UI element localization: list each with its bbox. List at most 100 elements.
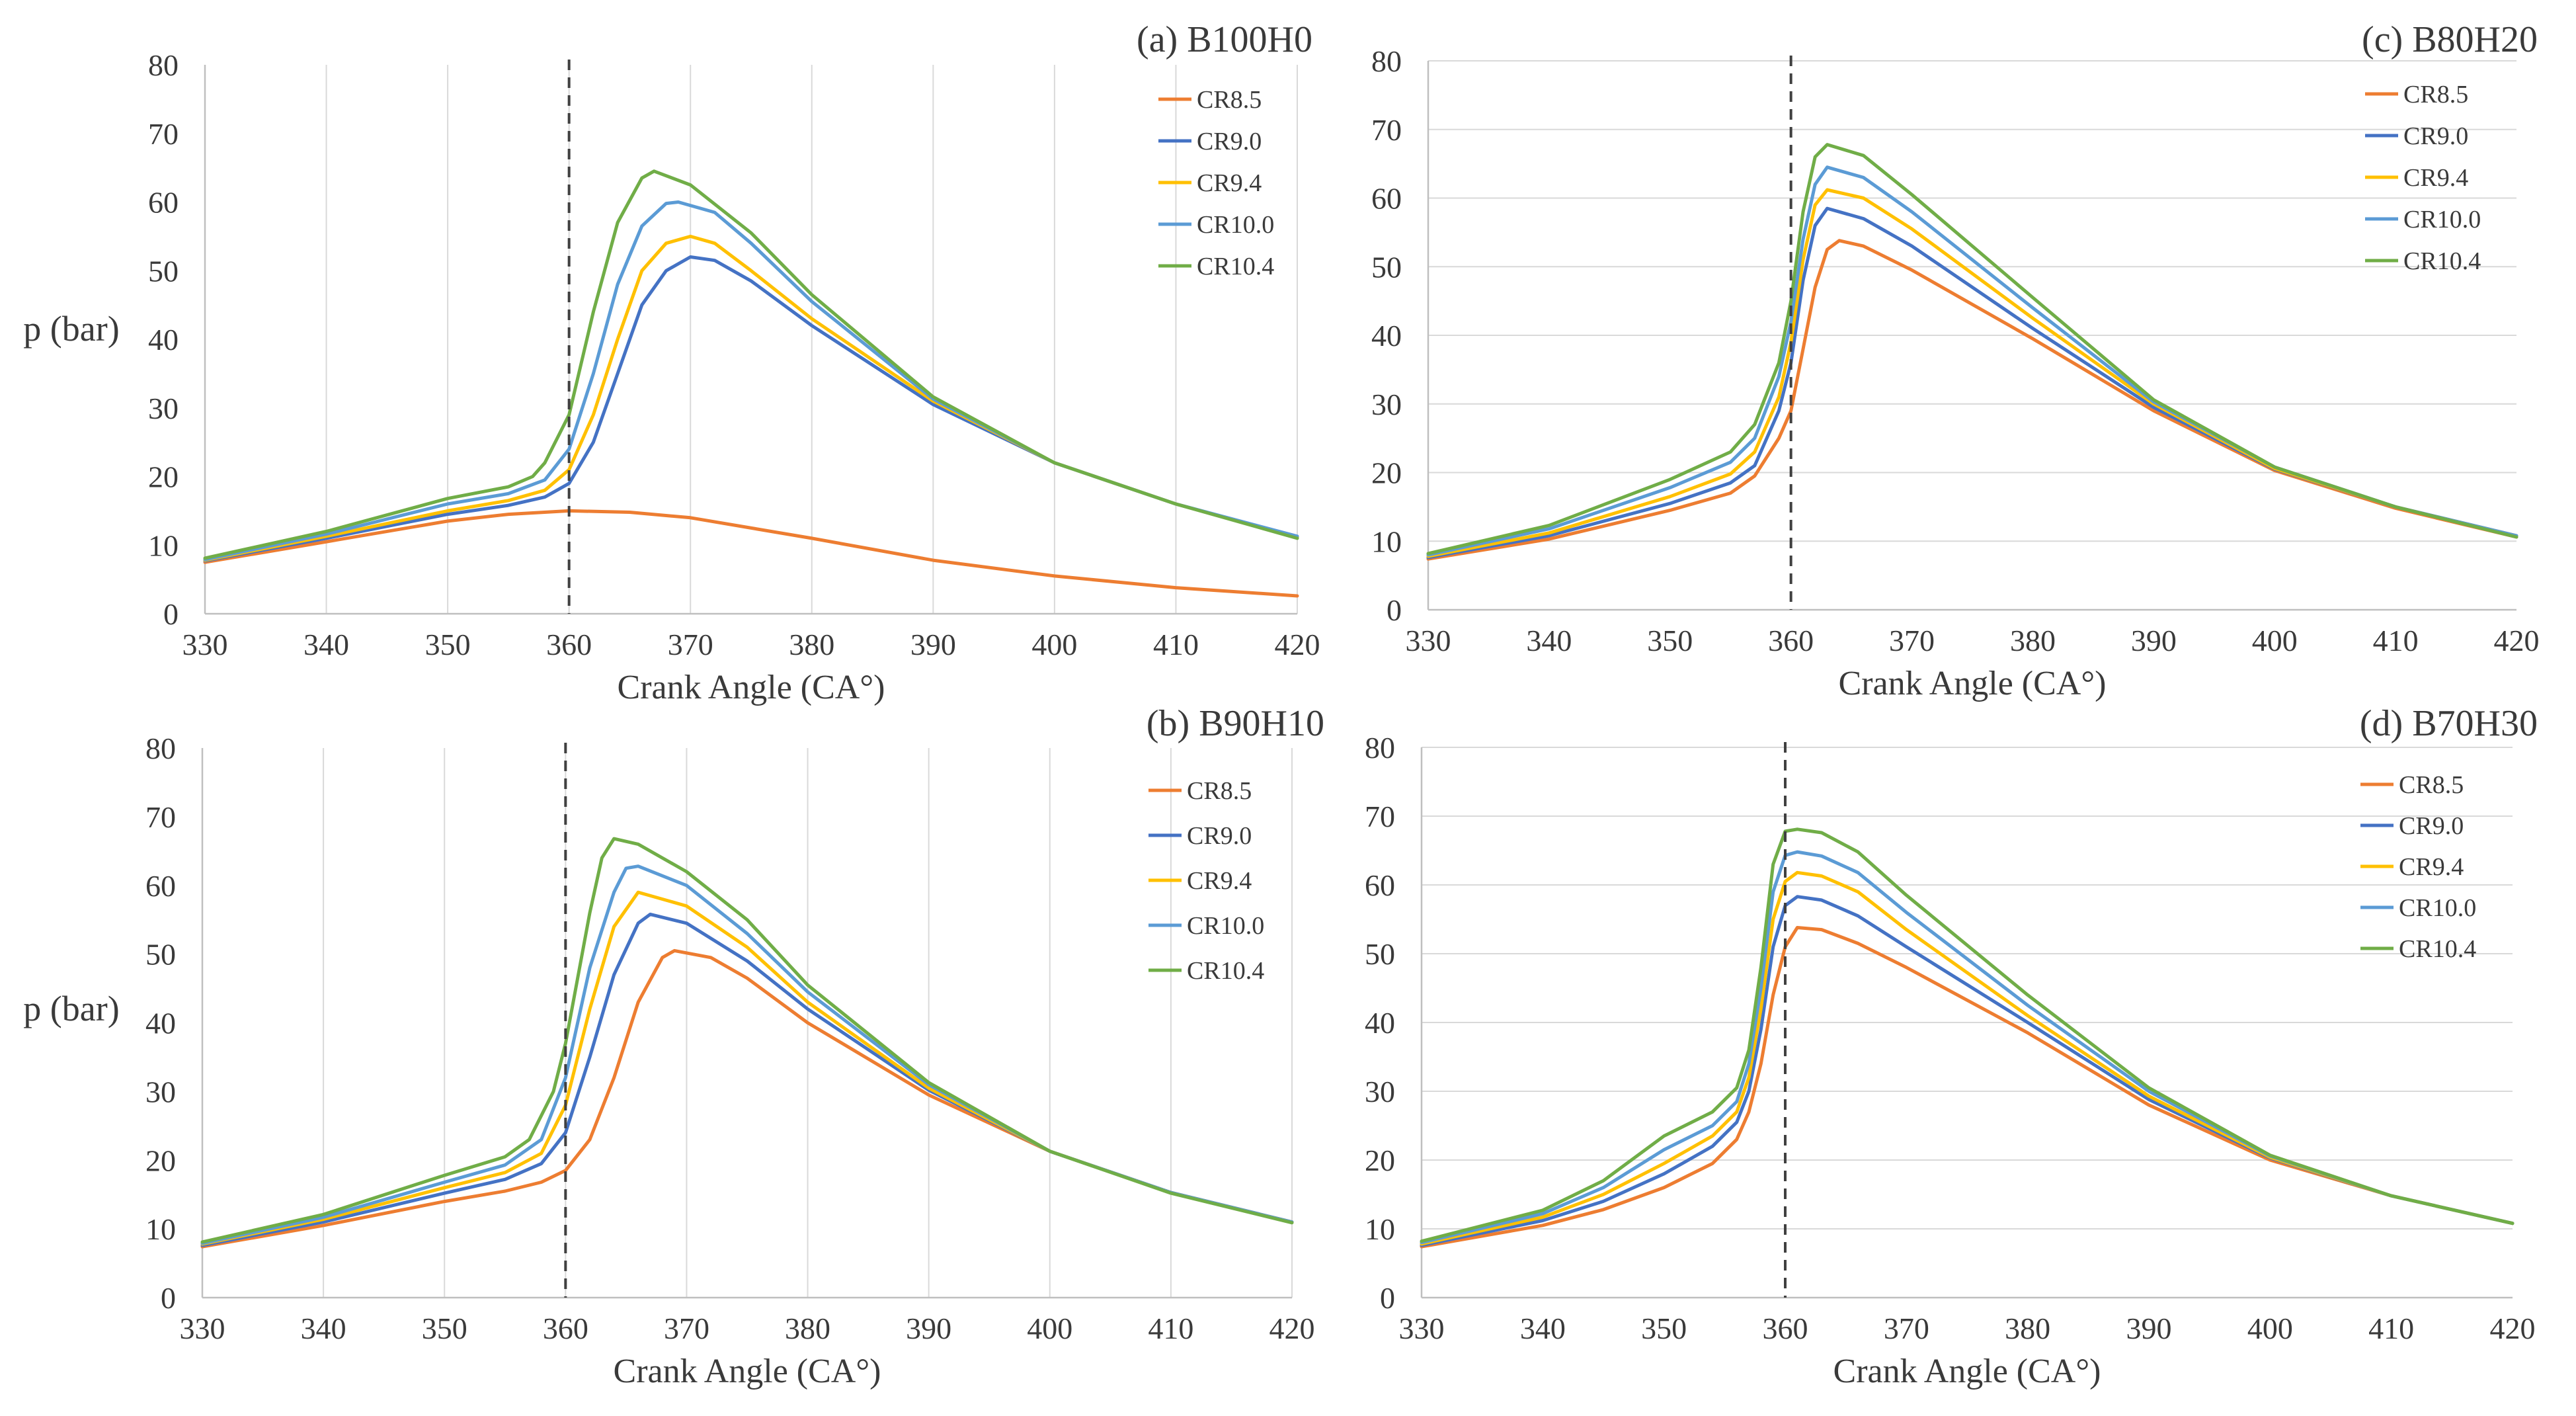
x-tick-label: 420 <box>1269 1312 1315 1345</box>
panel-title: (d) B70H30 <box>2360 703 2538 744</box>
y-tick-label: 70 <box>1365 800 1395 833</box>
series-line-cr9-0 <box>203 255 1299 563</box>
series-line-cr10-4 <box>203 169 1299 560</box>
legend-label: CR9.4 <box>1187 867 1252 895</box>
x-tick-label: 340 <box>303 628 349 661</box>
chart-panel-4: 330 340 350 360 370 380 390 400 410 420 0 10 20 30 40 5… <box>1365 703 2538 1390</box>
legend-label: CR10.0 <box>2403 206 2481 233</box>
legend-label: CR9.4 <box>2399 853 2464 881</box>
x-tick-label: 410 <box>2373 624 2419 657</box>
x-tick-label: 360 <box>546 628 592 661</box>
x-tick-label: 420 <box>1275 628 1320 661</box>
y-tick-label: 80 <box>148 48 179 82</box>
x-tick-label: 380 <box>2005 1312 2050 1345</box>
x-tick-label: 410 <box>1153 628 1199 661</box>
x-tick-label: 350 <box>1647 624 1693 657</box>
series-line-cr9-0 <box>1426 206 2518 560</box>
x-tick-label: 360 <box>543 1312 588 1345</box>
y-tick-label: 10 <box>1371 524 1402 558</box>
series-line-cr10-4 <box>1420 827 2515 1243</box>
series-line-cr8-5 <box>203 509 1299 598</box>
x-tick-label: 340 <box>301 1312 346 1345</box>
x-tick-label: 340 <box>1520 1312 1566 1345</box>
legend: CR8.5 CR9.0 CR9.4 CR10.0 CR10.4 <box>2365 81 2481 275</box>
x-tick-label: 410 <box>1148 1312 1193 1345</box>
series-line-cr10-4 <box>1426 143 2518 556</box>
y-tick-label: 60 <box>1365 868 1395 902</box>
y-tick-label: 60 <box>148 186 179 220</box>
y-tick-label: 60 <box>1371 182 1402 216</box>
y-tick-label: 30 <box>1365 1075 1395 1108</box>
x-tick-label: 330 <box>1399 1312 1445 1345</box>
legend-label: CR10.0 <box>2399 894 2476 922</box>
y-tick-label: 0 <box>1380 1281 1395 1315</box>
series-line-cr10-0 <box>203 200 1299 562</box>
y-tick-label: 40 <box>148 323 179 356</box>
x-tick-label: 400 <box>1027 1312 1072 1345</box>
x-tick-label: 360 <box>1768 624 1814 657</box>
panel-title: (b) B90H10 <box>1147 703 1324 744</box>
x-tick-label: 400 <box>1031 628 1077 661</box>
x-tick-label: 370 <box>1884 1312 1929 1345</box>
x-tick-label: 420 <box>2490 1312 2536 1345</box>
y-tick-label: 40 <box>1365 1006 1395 1040</box>
x-tick-label: 330 <box>180 1312 225 1345</box>
x-tick-label: 340 <box>1526 624 1572 657</box>
legend-label: CR9.0 <box>2399 812 2464 840</box>
x-tick-label: 400 <box>2252 624 2298 657</box>
y-tick-label: 20 <box>145 1144 176 1177</box>
legend-label: CR8.5 <box>2403 81 2468 108</box>
x-tick-label: 390 <box>2126 1312 2172 1345</box>
x-tick-label: 360 <box>1763 1312 1808 1345</box>
y-tick-label: 50 <box>145 938 176 972</box>
legend-label: CR9.0 <box>2403 122 2468 150</box>
x-tick-label: 350 <box>425 628 471 661</box>
legend-label: CR10.0 <box>1187 912 1264 940</box>
x-axis-title: Crank Angle (CA°) <box>614 1353 881 1390</box>
x-axis-title: Crank Angle (CA°) <box>1833 1353 2101 1390</box>
panel-title: (c) B80H20 <box>2362 19 2538 60</box>
legend-label: CR9.0 <box>1197 128 1262 155</box>
legend: CR8.5 CR9.0 CR9.4 CR10.0 CR10.4 <box>1148 777 1264 985</box>
y-tick-label: 0 <box>163 597 179 631</box>
y-tick-label: 10 <box>148 528 179 562</box>
chart-panel-3: 330 340 350 360 370 380 390 400 410 420 0 10 20 30 40 5… <box>23 703 1324 1390</box>
y-tick-label: 80 <box>1371 44 1402 78</box>
x-tick-label: 410 <box>2368 1312 2414 1345</box>
y-tick-label: 0 <box>1387 593 1402 627</box>
y-axis-title: p (bar) <box>23 309 119 349</box>
legend-label: CR10.4 <box>1187 957 1264 985</box>
x-tick-label: 390 <box>2131 624 2177 657</box>
legend-label: CR10.4 <box>2403 247 2481 275</box>
x-tick-label: 390 <box>906 1312 951 1345</box>
y-tick-label: 20 <box>148 460 179 494</box>
series-line-cr9-4 <box>203 234 1299 562</box>
legend-label: CR9.4 <box>1197 169 1262 197</box>
x-tick-label: 420 <box>2494 624 2540 657</box>
y-tick-label: 0 <box>161 1281 176 1315</box>
legend: CR8.5 CR9.0 CR9.4 CR10.0 CR10.4 <box>2360 771 2476 963</box>
y-tick-label: 80 <box>1365 731 1395 765</box>
x-tick-label: 380 <box>2010 624 2056 657</box>
y-tick-label: 30 <box>1371 388 1402 421</box>
x-tick-label: 330 <box>182 628 228 661</box>
legend-label: CR9.0 <box>1187 822 1252 850</box>
series-line-cr10-4 <box>200 837 1294 1244</box>
series-line-cr9-4 <box>1420 870 2515 1246</box>
series-line-cr9-4 <box>200 890 1294 1246</box>
y-tick-label: 60 <box>145 869 176 903</box>
series-line-cr8-5 <box>200 948 1294 1249</box>
chart-panel-1: 330 340 350 360 370 380 390 400 410 420 0 10 20 30 40 5… <box>23 19 1320 706</box>
x-tick-label: 400 <box>2247 1312 2293 1345</box>
y-tick-label: 20 <box>1365 1144 1395 1177</box>
y-tick-label: 80 <box>145 731 176 765</box>
x-tick-label: 380 <box>785 1312 830 1345</box>
y-tick-label: 70 <box>148 117 179 151</box>
x-tick-label: 380 <box>789 628 834 661</box>
x-tick-label: 390 <box>910 628 956 661</box>
chart-panel-2: 330 340 350 360 370 380 390 400 410 420 0 10 20 30 40 5… <box>1371 19 2540 702</box>
x-tick-label: 330 <box>1406 624 1451 657</box>
series-line-cr8-5 <box>1426 239 2518 561</box>
legend-label: CR8.5 <box>2399 771 2464 799</box>
